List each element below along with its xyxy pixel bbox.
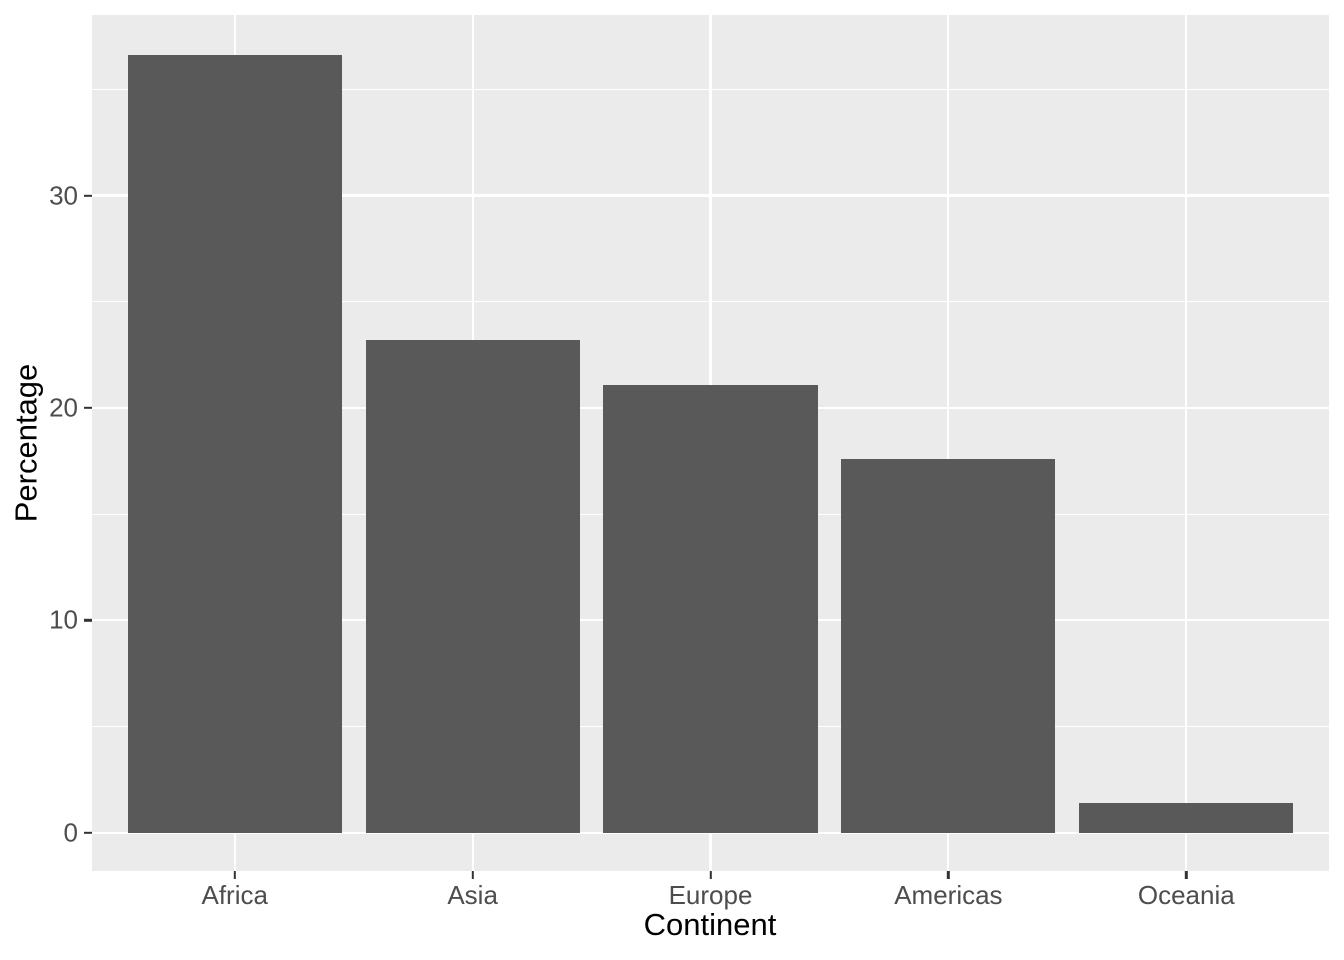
y-tick-label-10: 10	[49, 604, 78, 635]
x-tick-mark-oceania	[1185, 871, 1188, 879]
bar-africa	[127, 55, 342, 833]
bar-oceania	[1079, 803, 1294, 833]
y-tick-mark-10	[84, 619, 92, 622]
bar-europe	[603, 384, 818, 833]
bar-americas	[841, 458, 1056, 833]
y-tick-label-30: 30	[49, 180, 78, 211]
x-tick-mark-europe	[709, 871, 712, 879]
y-tick-label-0: 0	[63, 817, 78, 848]
y-tick-label-20: 20	[49, 392, 78, 423]
gridline-vertical-americas	[947, 15, 950, 871]
y-tick-mark-0	[84, 831, 92, 834]
bar-asia	[365, 339, 580, 833]
x-tick-label-africa: Africa	[201, 880, 268, 910]
x-tick-label-asia: Asia	[447, 880, 498, 910]
x-tick-mark-asia	[471, 871, 474, 879]
plot-panel	[92, 15, 1329, 871]
x-tick-label-oceania: Oceania	[1137, 880, 1235, 910]
x-tick-label-americas: Americas	[894, 880, 1003, 910]
y-tick-mark-30	[84, 194, 92, 197]
x-axis-title: Continent	[643, 907, 777, 942]
x-tick-mark-africa	[233, 871, 236, 879]
y-axis-title: Percentage	[8, 363, 44, 523]
x-tick-mark-americas	[947, 871, 950, 879]
gridline-vertical-oceania	[1185, 15, 1188, 871]
y-tick-mark-20	[84, 406, 92, 410]
x-tick-label-europe: Europe	[668, 880, 753, 910]
